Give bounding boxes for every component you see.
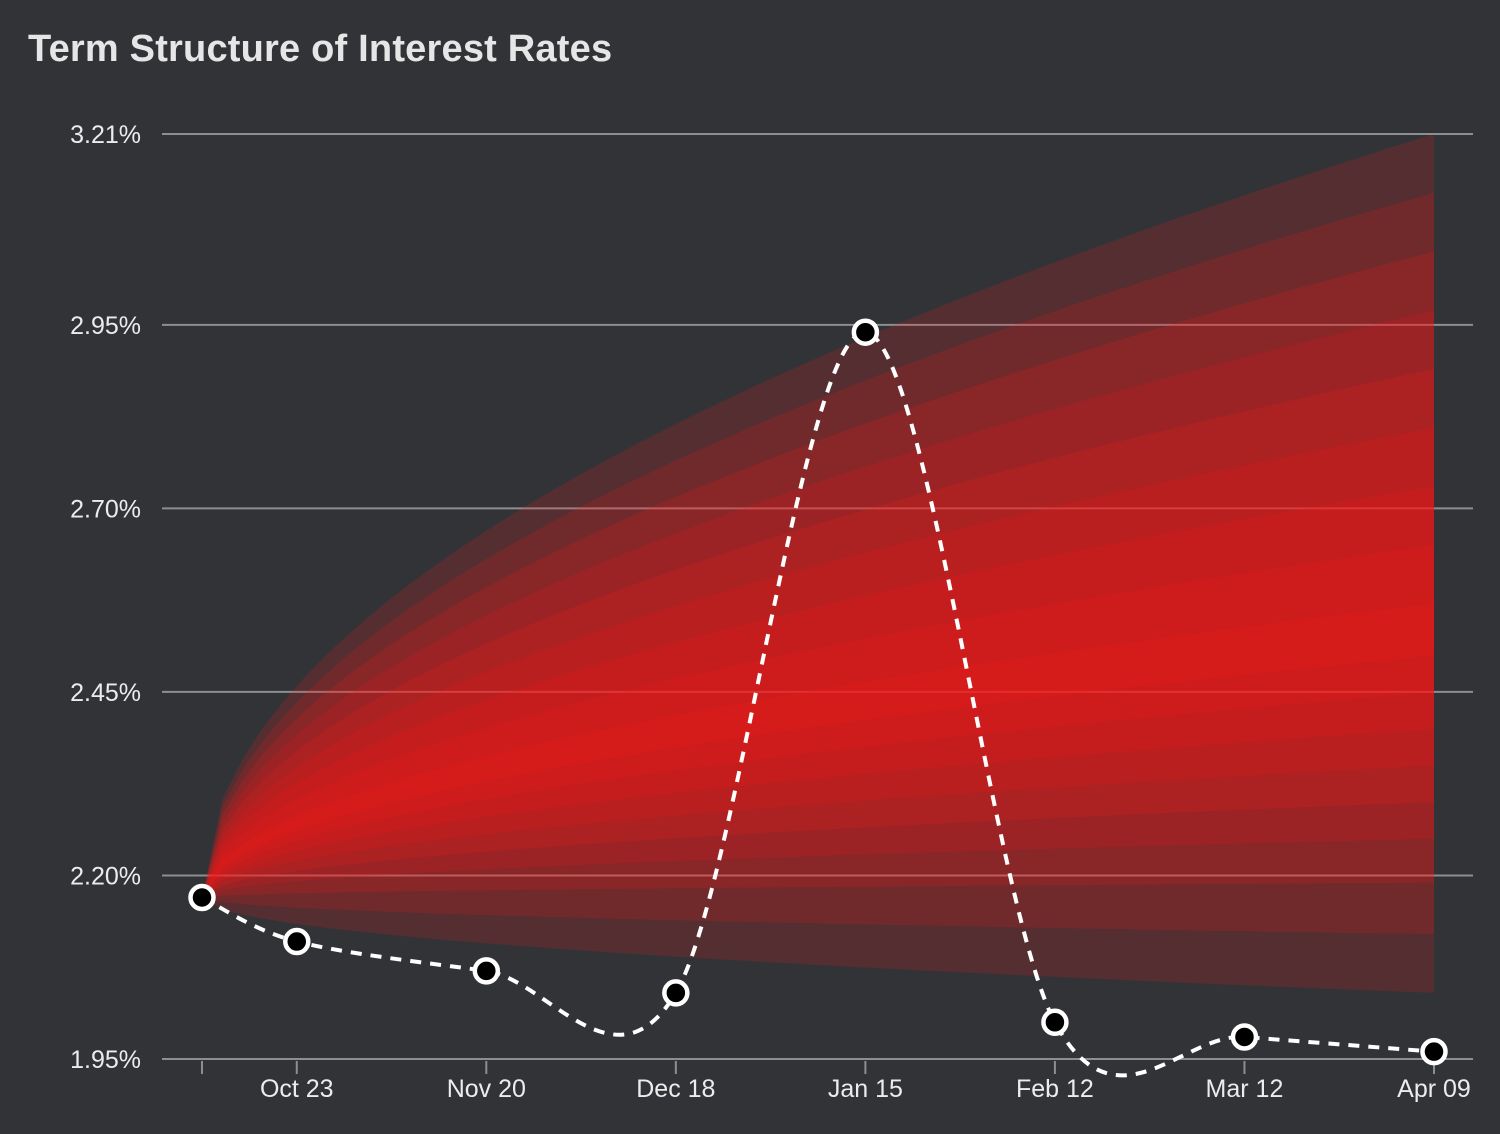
x-tick-label: Feb 12 bbox=[1016, 1075, 1094, 1103]
x-tick-label: Oct 23 bbox=[260, 1075, 334, 1103]
fan-band bbox=[202, 486, 1434, 898]
fan-band bbox=[202, 310, 1434, 898]
data-point[interactable] bbox=[188, 883, 216, 912]
x-tick-label: Dec 18 bbox=[636, 1075, 715, 1103]
x-tick-label: Nov 20 bbox=[447, 1075, 526, 1103]
series-line bbox=[201, 330, 1435, 1078]
data-point[interactable] bbox=[283, 927, 311, 956]
fan-band bbox=[202, 368, 1434, 898]
fan-band bbox=[202, 545, 1434, 898]
y-tick-label: 1.95% bbox=[70, 1046, 141, 1074]
data-point[interactable] bbox=[1420, 1037, 1448, 1066]
fan-band bbox=[202, 427, 1434, 898]
probability-fan bbox=[202, 134, 1434, 993]
y-tick-label: 2.95% bbox=[70, 312, 141, 340]
x-tick-label: Jan 15 bbox=[828, 1075, 903, 1103]
x-axis: Oct 23 Nov 20 Dec 18 Jan 15 Feb 12 Mar 12 Apr … bbox=[201, 1061, 1471, 1103]
fan-band bbox=[202, 251, 1434, 898]
y-axis: 3.21% 2.95% 2.70% 2.45% 2.20% 1.95% bbox=[70, 121, 141, 1074]
data-point[interactable] bbox=[662, 979, 690, 1007]
data-point[interactable] bbox=[472, 957, 501, 985]
y-tick-label: 3.21% bbox=[70, 121, 141, 149]
fan-band bbox=[202, 134, 1434, 993]
data-point[interactable] bbox=[851, 318, 880, 346]
x-tick-label: Mar 12 bbox=[1206, 1075, 1284, 1103]
series-line-path bbox=[201, 330, 1435, 1078]
y-tick-label: 2.45% bbox=[70, 679, 141, 707]
chart-title: Term Structure of Interest Rates bbox=[28, 28, 613, 70]
y-tick-label: 2.20% bbox=[70, 862, 141, 890]
data-point[interactable] bbox=[1041, 1008, 1069, 1037]
x-tick-label: Apr 09 bbox=[1397, 1075, 1471, 1103]
fan-band bbox=[202, 603, 1434, 898]
y-tick-label: 2.70% bbox=[70, 495, 141, 523]
fan-band bbox=[202, 192, 1434, 935]
grid-lines bbox=[162, 133, 1473, 1060]
series-points bbox=[188, 318, 1448, 1066]
data-point[interactable] bbox=[1230, 1023, 1259, 1051]
